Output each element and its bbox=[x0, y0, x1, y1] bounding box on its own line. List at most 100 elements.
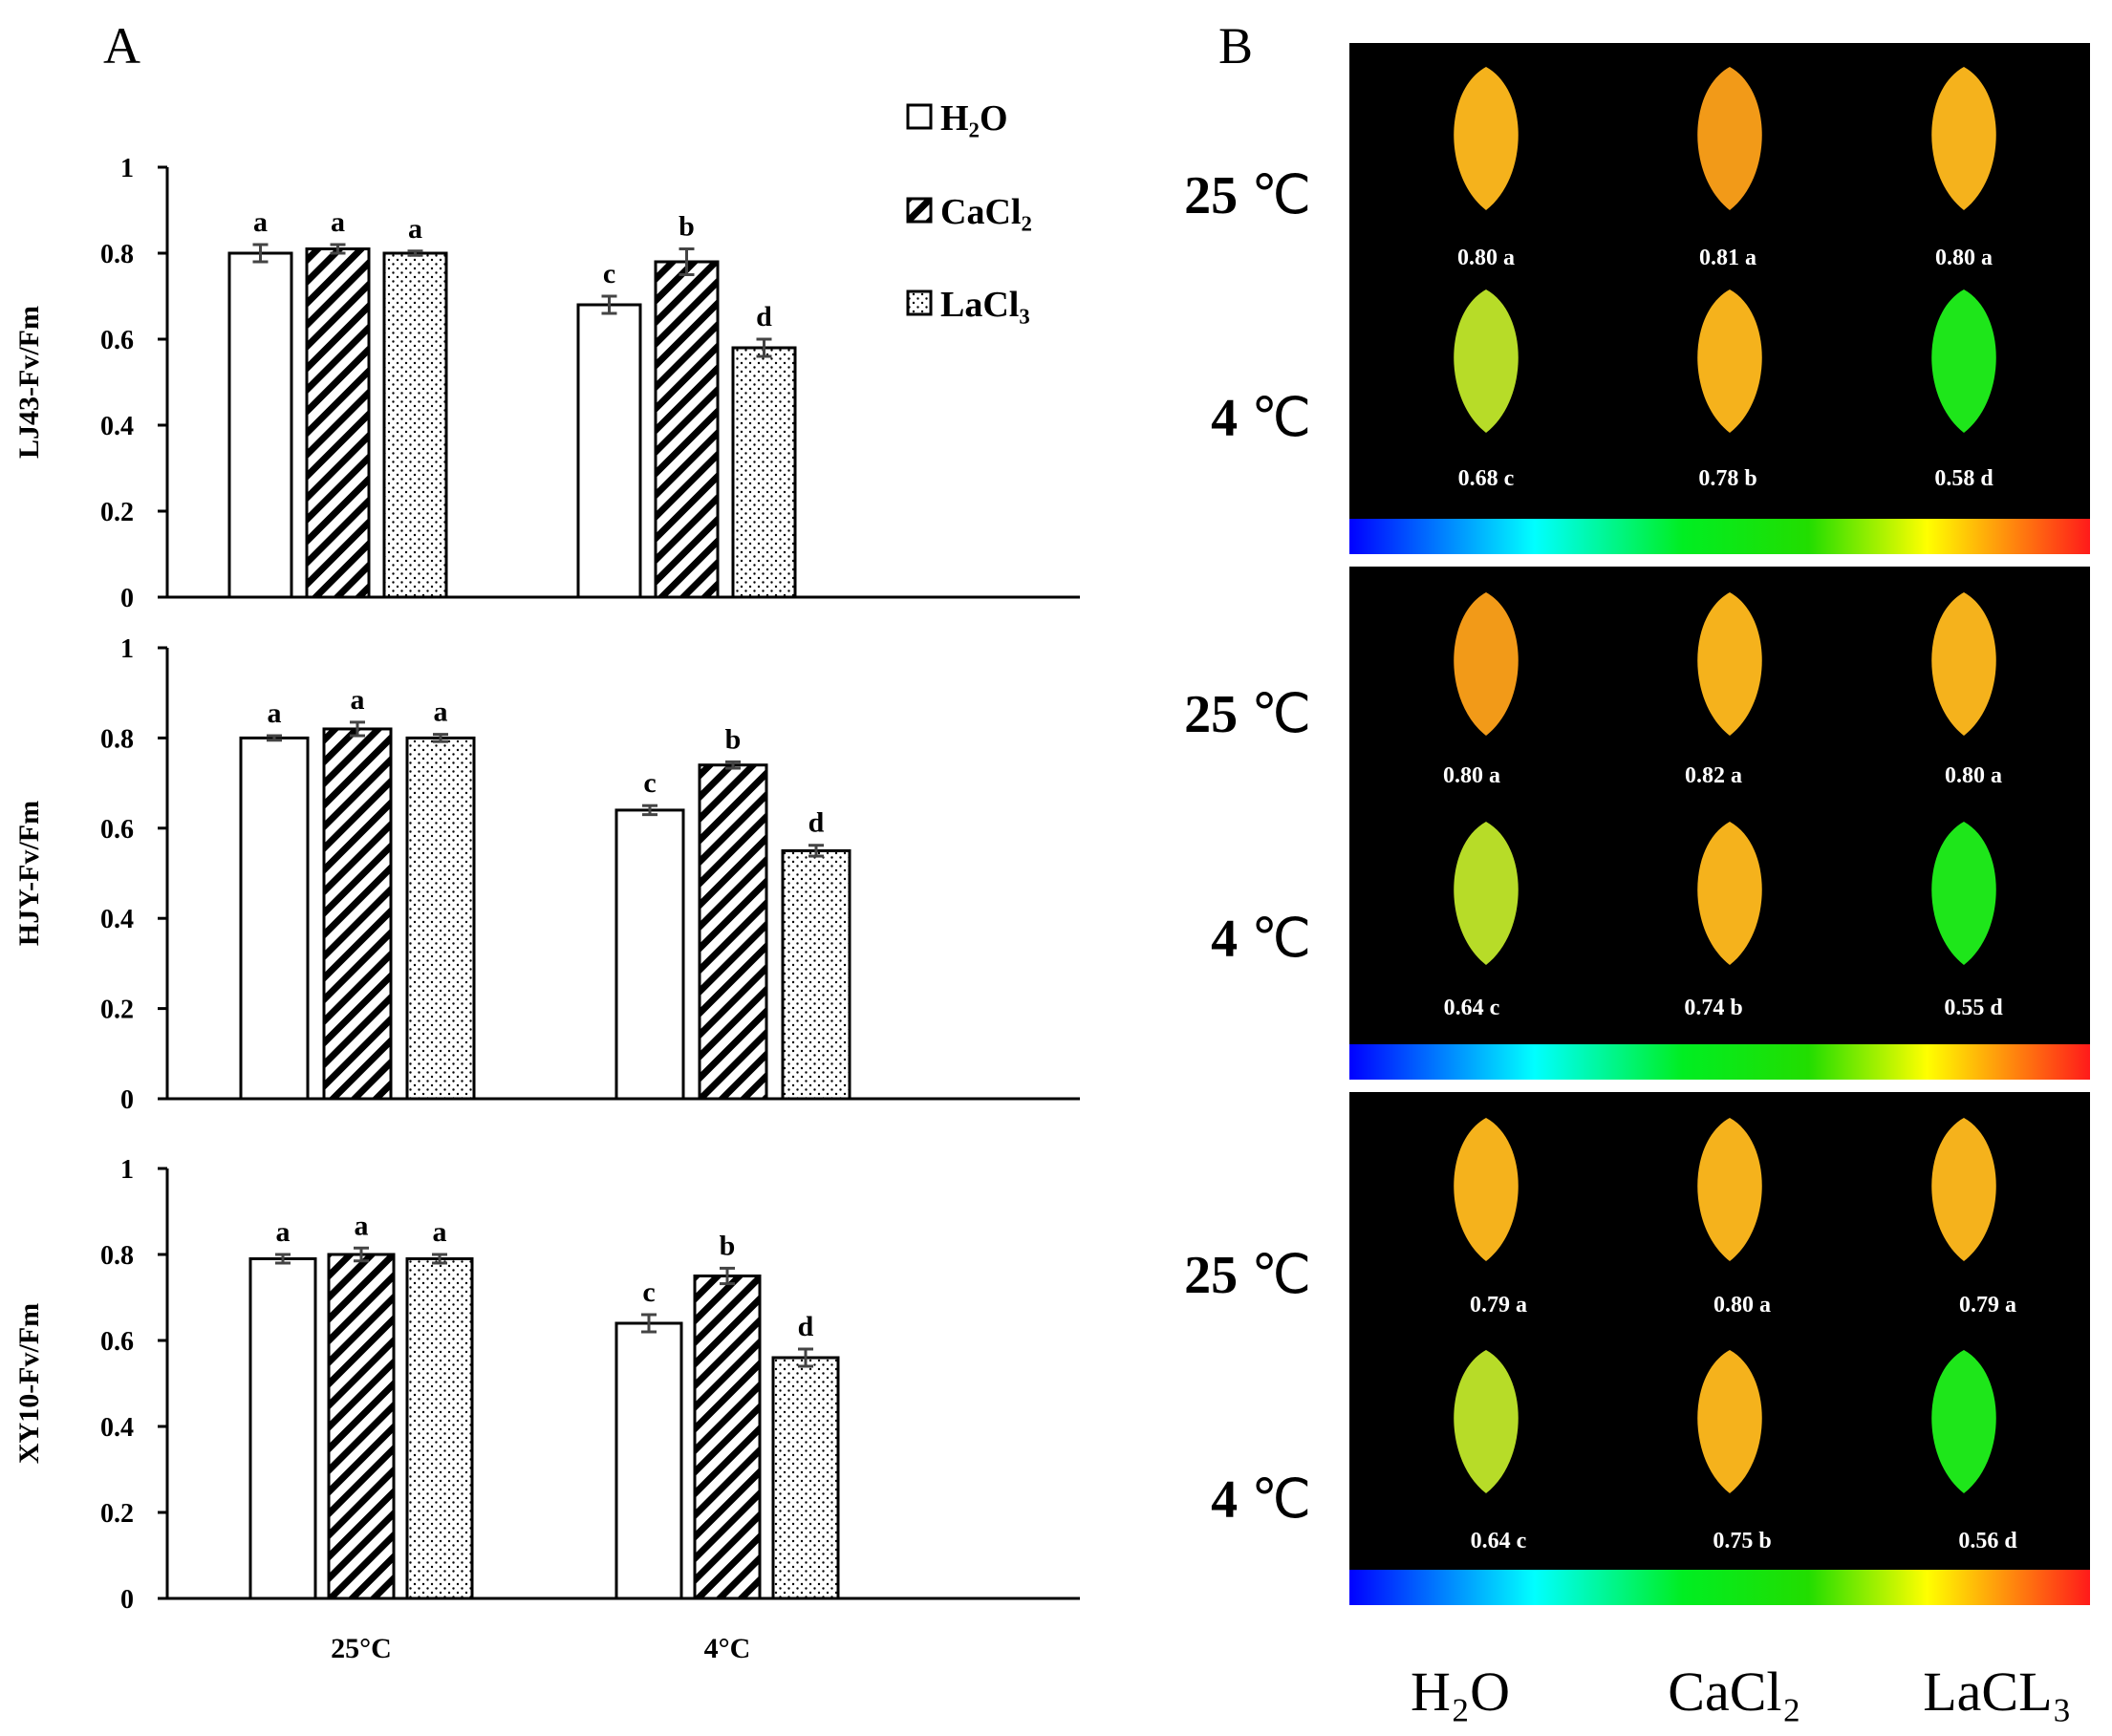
fluorescence-image-2: 0.80 a 0.82 a 0.80 a 0.64 c 0.74 b 0.55 d 25 ℃… bbox=[1184, 567, 2090, 1080]
legend-label-h2o: H₂O bbox=[940, 98, 1008, 139]
color-scale-bar bbox=[1349, 519, 2090, 554]
significance-letter: a bbox=[355, 1210, 369, 1241]
bar-cacl2 bbox=[654, 260, 720, 599]
x-tick-label: 4°C bbox=[704, 1633, 751, 1664]
y-axis-title: XY10-Fv/Fm bbox=[13, 1303, 45, 1464]
leaf-value-4c: 0.58 d bbox=[1934, 466, 1993, 491]
leaf-value-25c: 0.80 a bbox=[1945, 763, 2002, 788]
leaf-value-4c: 0.64 c bbox=[1444, 996, 1500, 1020]
legend-label-lacl3: LaCl₃ bbox=[940, 285, 1030, 325]
leaf-value-25c: 0.80 a bbox=[1935, 246, 1993, 270]
temperature-label-4: 4 ℃ bbox=[1211, 910, 1311, 969]
y-tick-label: 0.6 bbox=[100, 815, 134, 845]
color-scale-bar bbox=[1349, 1570, 2090, 1605]
bar-cacl2 bbox=[327, 1253, 396, 1600]
leaf-4c bbox=[1454, 822, 1519, 965]
y-tick-label: 0.6 bbox=[100, 1327, 134, 1357]
leaf-4c bbox=[1697, 289, 1762, 433]
bar-h2o bbox=[614, 808, 685, 1101]
leaf-25c bbox=[1931, 592, 1996, 736]
bar-h2o bbox=[227, 251, 293, 599]
leaf-value-25c: 0.81 a bbox=[1699, 246, 1756, 270]
leaf-4c bbox=[1931, 1350, 1996, 1493]
fluorescence-image-3: 0.79 a 0.80 a 0.79 a 0.64 c 0.75 b 0.56 d 25 ℃… bbox=[1184, 1092, 2090, 1605]
significance-letter: a bbox=[351, 684, 365, 716]
significance-letter: d bbox=[798, 1311, 814, 1342]
bar-h2o bbox=[248, 1257, 317, 1600]
y-axis-title: LJ43-Fv/Fm bbox=[13, 306, 45, 459]
fluorescence-image-1: 0.80 a 0.81 a 0.80 a 0.68 c 0.78 b 0.58 d 25 ℃… bbox=[1184, 43, 2090, 554]
y-tick-label: 0.4 bbox=[100, 412, 134, 441]
y-tick-label: 0.2 bbox=[100, 498, 134, 527]
legend-swatch-cacl2 bbox=[906, 197, 933, 224]
leaf-25c bbox=[1454, 1118, 1519, 1261]
y-tick-label: 1 bbox=[120, 154, 134, 183]
treatment-label: LaCL₃ bbox=[1923, 1661, 2072, 1723]
y-tick-label: 1 bbox=[120, 634, 134, 664]
y-tick-label: 0.8 bbox=[100, 724, 134, 754]
bar-chart-3: 0 0.2 0.4 0.6 0.8 1 XY10-Fv/Fm a a a c b d 25°C 4°C bbox=[13, 1155, 1080, 1664]
significance-letter: a bbox=[253, 206, 268, 238]
y-tick-label: 0.2 bbox=[100, 1499, 134, 1529]
legend-item-h2o: H₂O bbox=[906, 98, 1008, 139]
x-tick-label: 25°C bbox=[331, 1633, 392, 1664]
panel-b-label: B bbox=[1218, 17, 1253, 75]
legend: H₂O CaCl₂ LaCl₃ bbox=[906, 98, 1032, 325]
bar-cacl2 bbox=[693, 1275, 762, 1600]
y-tick-label: 0 bbox=[120, 1085, 134, 1115]
leaf-25c bbox=[1697, 592, 1762, 736]
y-tick-label: 0.4 bbox=[100, 905, 134, 934]
leaf-value-4c: 0.64 c bbox=[1471, 1529, 1527, 1554]
significance-letter: a bbox=[434, 697, 448, 728]
leaf-value-4c: 0.55 d bbox=[1944, 996, 2003, 1020]
legend-item-lacl3: LaCl₃ bbox=[906, 285, 1030, 325]
y-tick-label: 1 bbox=[120, 1155, 134, 1185]
leaf-value-25c: 0.80 a bbox=[1713, 1293, 1771, 1318]
bar-lacl3 bbox=[771, 1356, 840, 1600]
leaf-value-4c: 0.68 c bbox=[1458, 466, 1515, 491]
significance-letter: b bbox=[720, 1230, 736, 1261]
bar-cacl2 bbox=[698, 763, 768, 1101]
significance-letter: a bbox=[276, 1216, 291, 1248]
bar-h2o bbox=[614, 1321, 683, 1600]
temperature-label-25: 25 ℃ bbox=[1184, 166, 1311, 225]
leaf-25c bbox=[1454, 67, 1519, 210]
leaf-4c bbox=[1931, 289, 1996, 433]
bar-lacl3 bbox=[405, 1257, 474, 1600]
bar-cacl2 bbox=[305, 247, 371, 599]
leaf-25c bbox=[1931, 67, 1996, 210]
treatment-label: CaCl₂ bbox=[1668, 1661, 1800, 1723]
leaf-value-25c: 0.80 a bbox=[1443, 763, 1500, 788]
significance-letter: b bbox=[725, 723, 742, 755]
significance-letter: b bbox=[679, 211, 695, 243]
bar-h2o bbox=[239, 736, 310, 1101]
leaf-25c bbox=[1697, 67, 1762, 210]
legend-item-cacl2: CaCl₂ bbox=[906, 192, 1032, 232]
y-tick-label: 0.8 bbox=[100, 1241, 134, 1271]
temperature-label-25: 25 ℃ bbox=[1184, 1246, 1311, 1305]
treatment-label: H₂O bbox=[1411, 1661, 1510, 1723]
significance-letter: c bbox=[642, 1276, 655, 1308]
leaf-value-4c: 0.75 b bbox=[1713, 1529, 1771, 1554]
significance-letter: d bbox=[808, 807, 825, 839]
y-tick-label: 0 bbox=[120, 584, 134, 613]
significance-letter: c bbox=[603, 258, 615, 289]
leaf-4c bbox=[1931, 822, 1996, 965]
y-tick-label: 0.8 bbox=[100, 240, 134, 269]
panel-a-charts: 0 0.2 0.4 0.6 0.8 1 LJ43-Fv/Fm a a a c b d 0 0.2 0.4 0.6… bbox=[13, 154, 1080, 1664]
temperature-label-4: 4 ℃ bbox=[1211, 1470, 1311, 1530]
significance-letter: a bbox=[408, 213, 422, 245]
y-tick-label: 0.4 bbox=[100, 1413, 134, 1443]
bar-lacl3 bbox=[382, 251, 448, 599]
bar-cacl2 bbox=[322, 727, 393, 1101]
leaf-value-4c: 0.56 d bbox=[1958, 1529, 2017, 1554]
bar-lacl3 bbox=[405, 736, 476, 1101]
significance-letter: c bbox=[643, 767, 656, 799]
temperature-label-25: 25 ℃ bbox=[1184, 685, 1311, 744]
leaf-value-25c: 0.79 a bbox=[1470, 1293, 1527, 1318]
legend-swatch-h2o bbox=[906, 103, 933, 130]
y-axis-title: HJY-Fv/Fm bbox=[13, 801, 45, 946]
color-scale-bar bbox=[1349, 1044, 2090, 1080]
y-tick-label: 0 bbox=[120, 1585, 134, 1615]
